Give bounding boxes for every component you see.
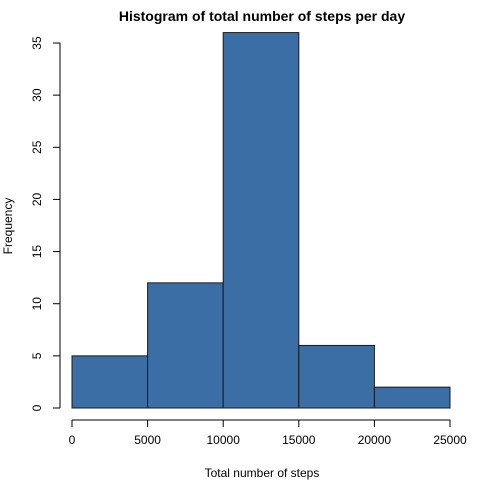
y-tick-label-7: 35	[30, 36, 44, 50]
chart-title: Histogram of total number of steps per d…	[119, 8, 405, 24]
x-tick-label-5: 25000	[433, 433, 467, 447]
x-axis-label: Total number of steps	[205, 466, 320, 480]
histogram-bar-3	[298, 344, 375, 409]
y-tick-label-5: 25	[30, 140, 44, 154]
histogram-bar-0	[71, 355, 149, 409]
histogram-bar-4	[373, 386, 451, 409]
y-tick-label-6: 30	[30, 88, 44, 102]
x-axis: 0 5000 10000 15000 20000 25000	[69, 419, 467, 447]
y-tick-label-4: 20	[30, 192, 44, 206]
x-tick-label-2: 10000	[207, 433, 241, 447]
x-tick-label-0: 0	[69, 433, 76, 447]
histogram-bar-1	[147, 282, 224, 409]
histogram-bar-2	[222, 32, 300, 409]
x-tick-label-1: 5000	[134, 433, 161, 447]
x-tick-label-3: 15000	[282, 433, 316, 447]
y-axis: 0 5 10 15 20 25 30 35	[30, 36, 61, 411]
x-tick-label-4: 20000	[358, 433, 392, 447]
bars-layer	[71, 32, 451, 409]
y-tick-label-1: 5	[30, 352, 44, 359]
y-axis-label: Frequency	[1, 198, 15, 255]
y-tick-label-0: 0	[30, 404, 44, 411]
y-tick-label-2: 10	[30, 297, 44, 311]
y-tick-label-3: 15	[30, 245, 44, 259]
